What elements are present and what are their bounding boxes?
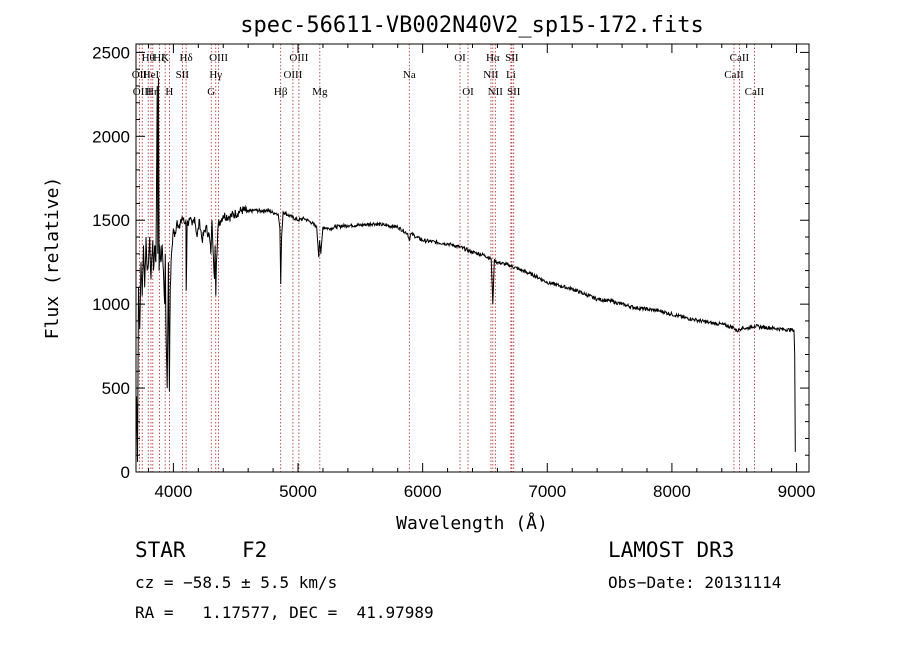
x-axis-label: Wavelength (Å) [396,512,548,534]
y-axis-label: Flux (relative) [42,177,63,340]
line-label-26: CaII [730,52,750,64]
y-tick-label: 1500 [92,211,130,230]
chart-title: spec-56611-VB002N40V2_sp15-172.fits [240,13,704,38]
redshift-info: cz = −58.5 ± 5.5 km/s [135,573,338,592]
line-label-27: CaII [724,69,744,81]
y-axis: 0 500 1000 1500 2000 2500 [92,43,809,482]
line-label-6: K [161,52,169,64]
line-label-7: SII [176,69,190,81]
line-label-19: OI [462,86,474,98]
coordinates: RA = 1.17577, DEC = 41.97989 [135,603,434,622]
line-label-14: OIII [289,52,308,64]
line-label-4: Hη [146,86,160,98]
line-label-18: OI [454,52,466,64]
object-subclass: F2 [242,538,268,562]
y-tick-label: 0 [121,463,130,482]
y-tick-label: 500 [102,379,130,398]
y-tick-label: 2500 [92,43,130,62]
emission-line-markers [138,44,755,472]
object-class: STAR [135,538,186,562]
line-label-25: SII [507,86,521,98]
line-label-9: Hδ [180,52,193,64]
line-label-13: Hβ [274,86,288,98]
line-label-20: Hα [486,52,500,64]
line-label-10: OIII [209,52,228,64]
x-tick-label: 6000 [404,482,442,501]
line-label-3: HeI [143,69,160,81]
survey-name: LAMOST DR3 [608,538,735,562]
y-tick-label: 1000 [92,295,130,314]
line-label-21: NII [483,69,499,81]
line-label-5: Hζ [153,52,166,64]
line-label-17: Na [403,69,416,81]
plot-frame [135,43,810,473]
line-label-0: Hθ [142,52,155,64]
x-tick-label: 5000 [279,482,317,501]
x-axis: 4000 5000 6000 7000 8000 9000 [147,44,816,501]
line-label-11: Hγ [209,69,222,81]
line-label-28: CaII [745,86,765,98]
x-tick-label: 7000 [528,482,566,501]
line-label-2: OIII [133,86,152,98]
y-tick-label: 2000 [92,127,130,146]
flux-series-line [135,77,796,462]
x-tick-label: 9000 [778,482,816,501]
observation-date: Obs−Date: 20131114 [608,573,782,592]
line-label-24: Li [506,69,516,81]
line-label-23: SII [505,52,519,64]
x-tick-label: 8000 [653,482,691,501]
line-label-22: NII [488,86,504,98]
line-label-12: G [207,86,215,98]
line-label-15: OIII [283,69,302,81]
x-tick-label: 4000 [154,482,192,501]
line-label-16: Mg [312,86,328,98]
line-label-8: H [165,86,173,98]
